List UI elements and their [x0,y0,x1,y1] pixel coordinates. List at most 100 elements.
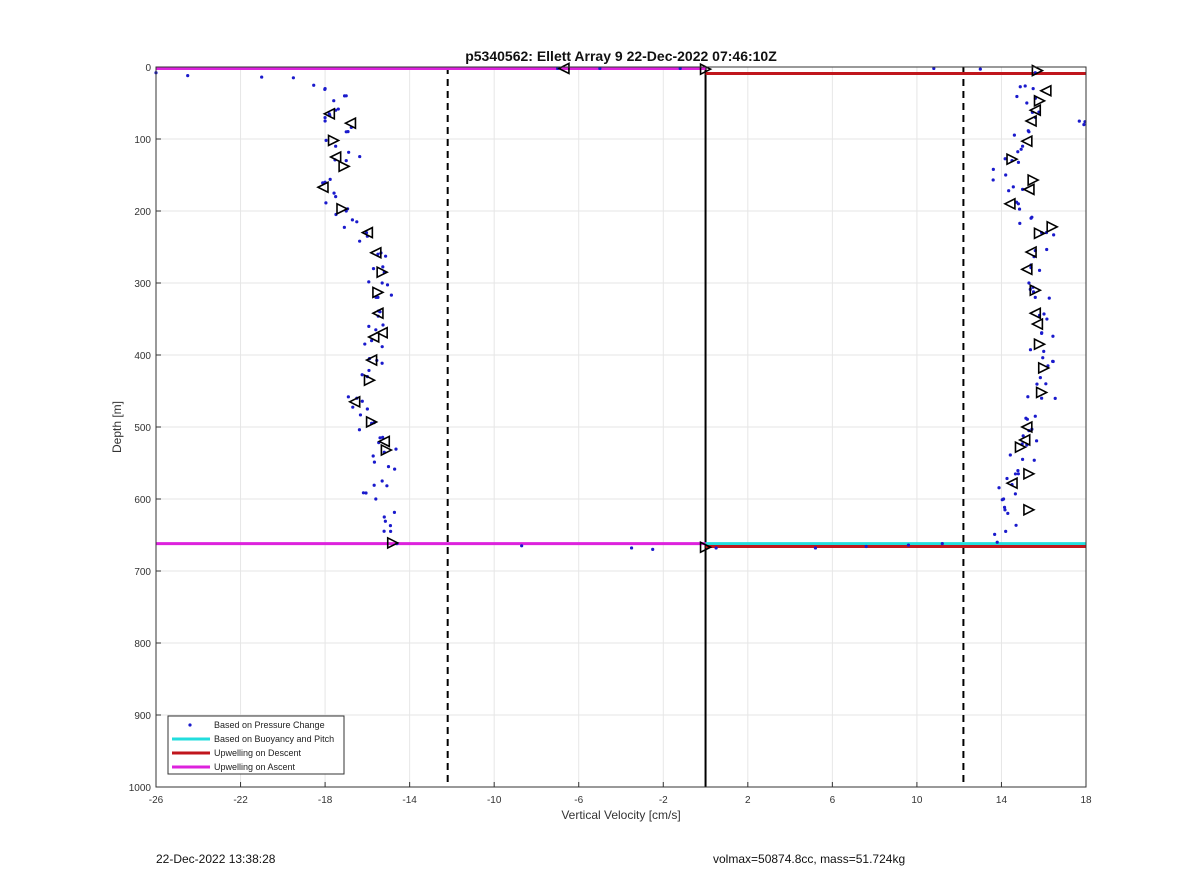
triangle-marker [372,286,385,299]
triangle-marker [1003,197,1016,211]
data-point [1016,160,1021,165]
triangle-marker [336,202,349,216]
data-point [997,486,1001,490]
triangle-marker [366,330,380,344]
triangle-marker [365,415,379,429]
data-point [1031,87,1035,91]
y-tick-label: 700 [134,567,151,578]
data-point [991,178,995,182]
data-point [376,252,380,256]
triangle-marker [377,435,391,448]
triangle-markers [316,62,1059,554]
data-point [332,99,336,103]
x-tick-label: 14 [996,795,1008,806]
data-point [1045,247,1049,252]
data-point [1040,331,1044,335]
y-tick-label: 600 [134,495,151,506]
triangle-marker [1017,433,1031,447]
triangle-marker [347,395,361,409]
data-point [372,483,376,487]
data-point [978,67,982,71]
data-point [678,66,682,71]
data-point [1020,457,1025,461]
data-point [371,267,376,271]
x-tick-label: -10 [487,795,502,806]
data-point [1051,359,1055,364]
data-point [342,225,346,229]
horizontal-lines [156,66,1086,549]
x-tick-label: -26 [149,795,164,806]
data-point [364,491,368,495]
triangle-marker [557,62,570,75]
data-point [358,239,362,243]
data-point [1003,508,1007,512]
data-point [346,130,350,134]
data-point [995,540,999,544]
legend-label: Based on Buoyancy and Pitch [214,734,334,744]
data-point [372,460,377,464]
data-point [1018,85,1022,89]
data-point [332,191,336,195]
data-point [360,373,364,377]
data-point [1040,396,1044,400]
triangle-marker [375,326,388,339]
footer-float-info: volmax=50874.8cc, mass=51.724kg [713,852,906,866]
data-point [371,454,375,458]
y-tick-label: 400 [134,351,151,362]
data-point [323,87,327,91]
data-point [382,529,386,533]
legend: Based on Pressure Change Based on Buoyanc… [167,715,345,775]
data-point [1019,147,1023,151]
data-point [260,75,264,79]
triangle-marker [699,540,713,554]
data-point [1044,382,1048,386]
y-tick-label: 500 [134,423,151,434]
data-point [1016,150,1020,154]
data-point [324,138,328,142]
data-point [346,395,350,399]
data-point [382,515,386,519]
grid [155,66,1087,788]
data-point [714,546,718,550]
data-point [374,328,378,332]
triangle-marker [380,443,394,457]
data-point [360,399,364,403]
triangle-marker [360,226,374,239]
legend-dot-symbol [188,723,192,727]
data-point [1033,414,1037,418]
data-point [1013,472,1018,476]
data-point [1016,468,1020,473]
data-point [813,546,818,550]
data-point [1003,157,1007,161]
triangle-marker [386,536,400,550]
data-point [394,447,398,451]
data-point [378,436,382,440]
data-point [393,467,397,471]
data-point [380,361,384,365]
data-point [355,220,359,224]
legend-label: Upwelling on Descent [214,748,302,758]
data-point [1042,349,1046,353]
triangle-marker [369,246,382,260]
data-point [186,74,190,78]
data-point [324,201,328,205]
y-tick-label: 0 [145,63,151,74]
data-point [1023,84,1027,88]
data-point [1035,382,1039,386]
data-point [1008,453,1012,457]
data-point [385,283,390,287]
data-point [380,281,384,285]
data-point [367,280,371,284]
data-point [1006,511,1010,515]
x-axis-label: Vertical Velocity [cm/s] [561,808,680,822]
triangle-marker [1006,152,1019,166]
triangle-marker [338,160,351,173]
data-point [940,542,944,546]
triangle-marker [364,353,378,367]
data-point [1005,476,1009,481]
x-tick-label: -18 [318,795,333,806]
data-point [1020,144,1025,148]
triangle-marker [1014,440,1028,454]
data-point [392,510,397,515]
